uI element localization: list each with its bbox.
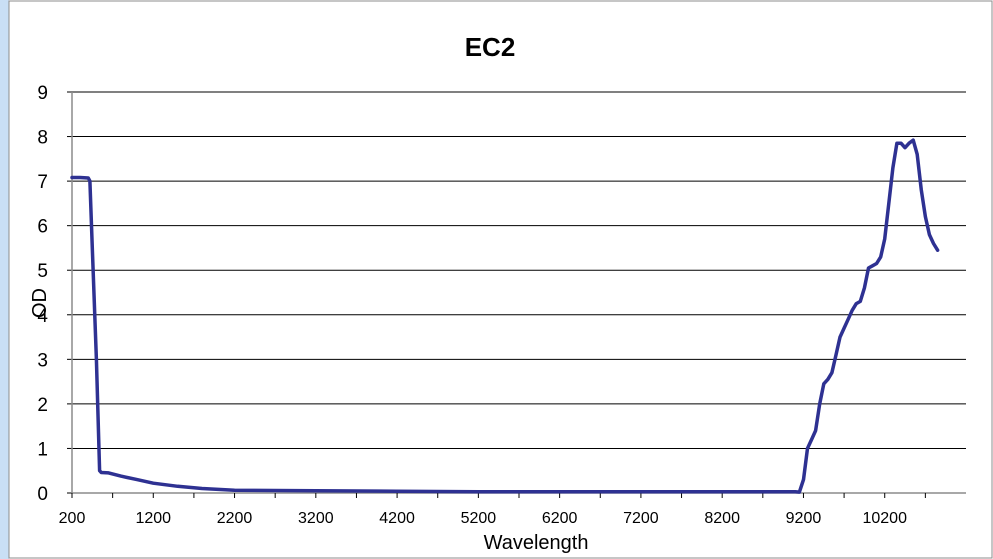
y-tick-label: 0 [37,484,48,505]
x-tick-labels: 200 1200 2200 3200 4200 5200 6200 7200 8200 9200 1… [59,510,907,527]
x-axis-label: Wavelength [484,532,589,554]
y-tick-label: 9 [37,83,48,104]
x-tick-label: 9200 [786,510,822,527]
x-tick-label: 3200 [298,510,334,527]
y-tick-label: 6 [37,217,48,238]
x-tick-label: 7200 [623,510,659,527]
y-tick-label: 8 [37,128,48,149]
series-lines [70,138,940,494]
x-tick-label: 8200 [704,510,740,527]
x-tick-label: 200 [59,510,86,527]
x-tick-label: 1200 [135,510,171,527]
y-axis-label: OD [29,288,51,318]
y-tick-label: 3 [37,350,48,371]
y-tick-label: 2 [37,395,48,416]
x-tick-label: 6200 [542,510,578,527]
grid-lines [72,91,966,449]
y-tick-label: 4 [37,306,48,327]
y-tick-label: 5 [37,261,48,282]
x-tick-label: 2200 [217,510,253,527]
x-tick-label: 4200 [379,510,415,527]
y-tick-label: 1 [37,439,48,460]
y-tick-label: 7 [37,172,48,193]
series-line-0 [70,138,940,494]
y-tick-labels: 0 1 2 3 4 5 6 7 8 9 [37,83,48,505]
x-tick-label: 5200 [461,510,497,527]
chart-frame [8,0,993,559]
window-edge [0,0,9,559]
chart-title: EC2 [465,32,516,62]
x-tick-label: 10200 [862,510,907,527]
